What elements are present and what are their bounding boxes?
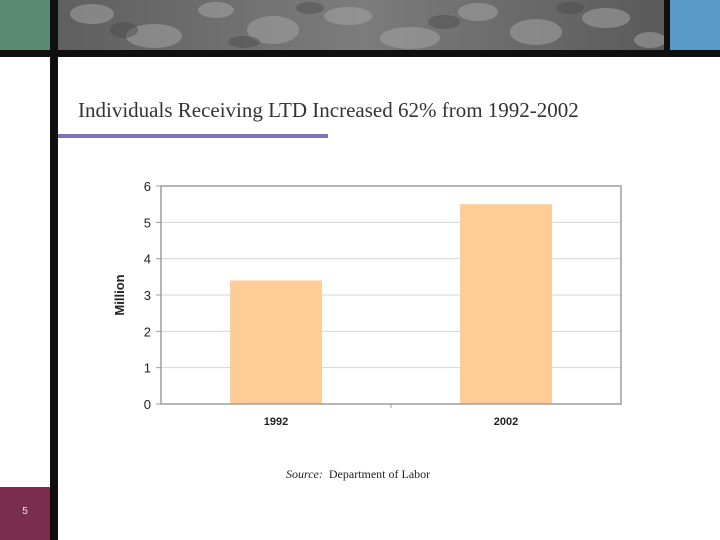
y-tick-label: 3 [144,288,151,303]
x-tick-labels: 1992 2002 [264,416,518,428]
x-tick-label: 1992 [264,416,288,428]
bars [230,204,552,404]
x-tick-label: 2002 [494,416,518,428]
page-number: 5 [22,506,28,517]
page-number-badge-fill [0,487,50,540]
header-decorative-photo [58,0,664,50]
corner-accent-blue [670,0,720,50]
slide-title: Individuals Receiving LTD Increased 62% … [78,98,579,122]
plot-area-border [160,185,622,405]
bar-chart: 0 1 2 3 4 5 6 1992 2002 Million [112,179,622,428]
corner-accent-blue-fill [670,0,720,50]
corner-accent-green-fill [0,0,50,50]
y-tick-label: 1 [144,361,151,376]
page-number-badge [0,487,50,540]
source-label: Source: [286,467,323,481]
y-tick-label: 0 [144,397,151,412]
left-frame-rule [50,0,58,540]
bar-1992 [230,280,322,404]
header-gutter-rule [664,0,670,57]
y-tick-labels: 0 1 2 3 4 5 6 [144,179,151,412]
source-note: Source: Department of Labor [286,467,430,482]
top-frame-rule [0,50,720,57]
corner-accent-green [0,0,50,50]
y-axis-label: Million [112,274,127,315]
y-tick-label: 4 [144,252,151,267]
title-underline [58,134,328,138]
title-underline-fill [58,134,328,138]
bar-2002 [460,204,552,404]
y-tick-label: 6 [144,179,151,194]
y-tick-label: 2 [144,324,151,339]
source-value: Department of Labor [328,467,431,481]
y-tick-label: 5 [144,215,151,230]
